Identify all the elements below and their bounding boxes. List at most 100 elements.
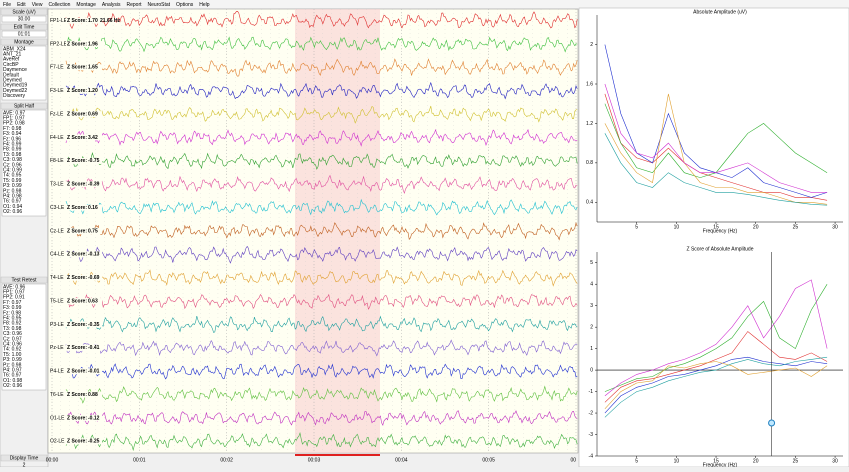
list-item[interactable]: AVE: 0.96 xyxy=(3,284,25,290)
zscore-bg xyxy=(66,111,102,118)
zscore-label: Z Score: xyxy=(67,252,87,258)
eeg-trace xyxy=(65,385,578,404)
list-item[interactable]: O1: 0.98 xyxy=(3,378,22,384)
channel-label: F4-LE xyxy=(50,135,64,141)
list-item[interactable]: O2: 0.96 xyxy=(3,383,22,389)
list-item[interactable]: F7: 0.97 xyxy=(3,300,22,306)
list-item[interactable]: ABM_X24 xyxy=(3,46,26,52)
list-item[interactable]: FP2: 0.98 xyxy=(3,121,25,127)
list-item[interactable]: P3: 0.99 xyxy=(3,183,22,189)
plot-title: Absolute Amplitude (uV) xyxy=(693,9,747,15)
list-item[interactable]: F3: 0.94 xyxy=(3,131,22,137)
plots-panel xyxy=(578,7,849,468)
zscore-label: Z Score: xyxy=(67,88,87,94)
menu-item[interactable]: Analysis xyxy=(102,2,121,8)
zscore-value: 0.16 xyxy=(88,205,98,211)
zscore-value: 0.63 xyxy=(88,298,98,304)
list-item[interactable]: C3: 0.98 xyxy=(3,157,22,163)
eeg-trace xyxy=(65,81,578,100)
list-item[interactable]: T6: 0.97 xyxy=(3,199,22,205)
list-item[interactable]: Pz: 0.98 xyxy=(3,362,22,368)
menu-item[interactable]: View xyxy=(32,2,43,8)
list-item[interactable]: F8: 0.92 xyxy=(3,321,22,327)
channel-label: C3-LE xyxy=(50,205,65,211)
list-item[interactable]: Deymed xyxy=(3,78,22,84)
list-item[interactable]: T5: 0.99 xyxy=(3,178,22,184)
list-item[interactable]: Daymence xyxy=(3,67,27,73)
zscore-bg xyxy=(66,157,102,164)
list-item[interactable]: Default xyxy=(3,72,19,78)
list-item[interactable]: Pz: 0.98 xyxy=(3,188,22,194)
zscore-value: 1.65 xyxy=(88,65,98,71)
list-item[interactable]: F8: 0.99 xyxy=(3,147,22,153)
zscore-value: 1.70 xyxy=(88,18,98,24)
menu-item[interactable]: NeuroStat xyxy=(148,2,171,8)
channel-label: O2-LE xyxy=(50,439,65,445)
list-item[interactable]: Cz: 0.96 xyxy=(3,162,22,168)
zscore-bg xyxy=(66,228,102,234)
list-item[interactable]: Fz: 0.98 xyxy=(3,310,21,316)
menu-item[interactable]: Edit xyxy=(17,2,26,8)
list-item[interactable]: FP1: 0.97 xyxy=(3,290,25,296)
list-item[interactable]: F7: 0.98 xyxy=(3,126,22,132)
list-item[interactable]: O2: 0.96 xyxy=(3,209,22,215)
channel-label: FP1-LE xyxy=(50,18,68,24)
menu-item[interactable]: Help xyxy=(199,2,210,8)
list-item[interactable]: C3: 0.96 xyxy=(3,331,22,337)
time-label: 00:00 xyxy=(46,457,59,463)
list-item[interactable]: T4: 0.95 xyxy=(3,173,22,179)
zscore-bg xyxy=(66,87,102,94)
menu-item[interactable]: Collection xyxy=(48,2,70,8)
zscore-label: Z Score: xyxy=(67,135,87,141)
list-item[interactable]: F4: 0.95 xyxy=(3,316,22,322)
section-header xyxy=(0,102,48,110)
zscore-bg xyxy=(66,274,102,281)
menu-item[interactable]: Montage xyxy=(76,2,96,8)
list-item[interactable]: Discovery xyxy=(3,93,25,99)
list-item[interactable]: O1: 0.94 xyxy=(3,204,22,210)
list-item[interactable]: T3: 0.98 xyxy=(3,326,22,332)
zscore-bg xyxy=(66,391,102,398)
zscore-value: -0.13 xyxy=(88,252,100,258)
eeg-trace xyxy=(65,36,578,53)
value-box[interactable] xyxy=(1,15,47,23)
eeg-trace xyxy=(65,293,578,310)
eeg-trace xyxy=(65,363,578,380)
list-item[interactable]: P4: 0.97 xyxy=(3,368,22,374)
list-item[interactable]: CircBP xyxy=(3,62,19,68)
zscore-value: -0.39 xyxy=(88,182,100,188)
zscore-value: -0.01 xyxy=(88,369,100,375)
list-item[interactable]: C4: 0.99 xyxy=(3,168,22,174)
value-box[interactable] xyxy=(1,30,47,38)
list-item[interactable]: Fz: 0.96 xyxy=(3,136,21,142)
list-item[interactable]: P3: 0.99 xyxy=(3,357,22,363)
list-item[interactable]: FP2: 0.91 xyxy=(3,295,25,301)
section-header xyxy=(0,276,48,284)
list-item[interactable]: AVE: 0.97 xyxy=(3,110,25,116)
zscore-value: 3.42 xyxy=(88,135,98,141)
list-item[interactable]: T4: 0.92 xyxy=(3,347,22,353)
list-item[interactable]: Deymed22 xyxy=(3,88,27,94)
list-item[interactable]: P4: 0.98 xyxy=(3,194,22,200)
menu-item[interactable]: Report xyxy=(127,2,143,8)
cursor-handle[interactable] xyxy=(768,419,776,427)
list-item[interactable]: T6: 0.97 xyxy=(3,373,22,379)
list-item[interactable]: T3: 0.98 xyxy=(3,152,22,158)
menu-item[interactable]: Options xyxy=(176,2,194,8)
list-item[interactable]: Cz: 0.97 xyxy=(3,336,22,342)
channel-label: T5-LE xyxy=(50,298,64,304)
list-item[interactable]: F4: 0.99 xyxy=(3,142,22,148)
menu-item[interactable]: File xyxy=(3,2,11,8)
eeg-trace xyxy=(65,105,578,124)
list-item[interactable]: ANT_21 xyxy=(3,52,22,58)
list-item[interactable]: AveRef xyxy=(3,57,20,63)
eeg-trace xyxy=(65,410,578,426)
list-item[interactable]: F3: 0.99 xyxy=(3,305,22,311)
x-tick-label: 30 xyxy=(832,458,838,464)
list-item[interactable]: T5: 1.00 xyxy=(3,352,22,358)
y-tick-label: 1 xyxy=(590,346,593,352)
list-item[interactable]: C4: 0.96 xyxy=(3,342,22,348)
list-item[interactable]: Deymed19 xyxy=(3,83,27,89)
y-tick-label: 5 xyxy=(590,260,593,266)
list-item[interactable]: FP1: 0.97 xyxy=(3,116,25,122)
